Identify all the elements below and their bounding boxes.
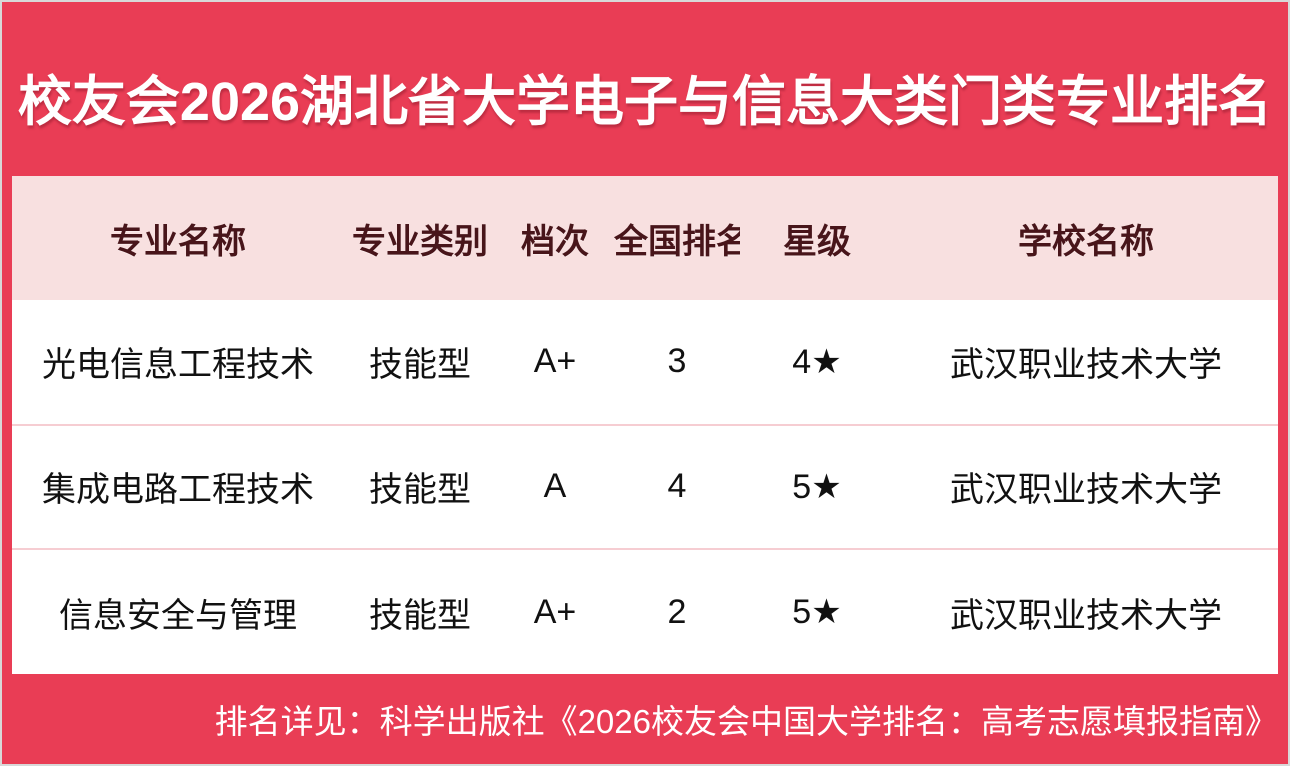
column-header-major-category: 专业类别 — [352, 222, 488, 261]
column-header-school-name: 学校名称 — [1018, 222, 1154, 261]
ranking-table: 专业名称 专业类别 档次 全国排名 星级 学校名称 光电信息工程技术 技能型 A… — [12, 176, 1278, 674]
cell-school-name: 武汉职业技术大学 — [894, 423, 1278, 550]
table-header-row: 专业名称 专业类别 档次 全国排名 星级 学校名称 — [12, 176, 1278, 300]
cell-major-category: 技能型 — [369, 346, 471, 385]
table-row: 光电信息工程技术 技能型 A+ 3 4★ 武汉职业技术大学 — [12, 300, 1278, 425]
cell-grade: A+ — [496, 548, 614, 674]
cell-major-name: 集成电路工程技术 — [12, 423, 344, 550]
cell-national-rank: 4 — [614, 423, 740, 550]
cell-grade: A — [496, 423, 614, 550]
cell-star-level: 5★ — [740, 548, 894, 674]
cell-major-name: 光电信息工程技术 — [42, 346, 314, 385]
page-title: 校友会2026湖北省大学电子与信息大类门类专业排名 — [17, 71, 1273, 132]
cell-school-name: 武汉职业技术大学 — [950, 346, 1222, 385]
table-row: 信息安全与管理 技能型 A+ 2 5★ 武汉职业技术大学 — [12, 548, 1278, 674]
cell-major-category: 技能型 — [344, 423, 496, 550]
title-banner: 校友会2026湖北省大学电子与信息大类门类专业排名 — [2, 2, 1288, 174]
column-header-grade: 档次 — [521, 222, 589, 261]
cell-major-category: 技能型 — [344, 548, 496, 674]
source-note: 排名详见：科学出版社《2026校友会中国大学排名：高考志愿填报指南》 — [214, 703, 1278, 740]
column-header-national-rank: 全国排名 — [614, 222, 740, 261]
cell-national-rank: 3 — [667, 342, 687, 381]
cell-star-level: 4★ — [792, 342, 842, 381]
ranking-table-card: 专业名称 专业类别 档次 全国排名 星级 学校名称 光电信息工程技术 技能型 A… — [12, 176, 1278, 674]
cell-star-level: 5★ — [740, 423, 894, 550]
cell-major-name: 信息安全与管理 — [12, 548, 344, 674]
footer-banner: 排名详见：科学出版社《2026校友会中国大学排名：高考志愿填报指南》 — [2, 674, 1288, 764]
column-header-major-name: 专业名称 — [110, 222, 246, 261]
cell-grade: A+ — [533, 342, 577, 381]
column-header-star-level: 星级 — [783, 222, 851, 261]
table-row: 集成电路工程技术 技能型 A 4 5★ 武汉职业技术大学 — [12, 423, 1278, 550]
cell-school-name: 武汉职业技术大学 — [894, 548, 1278, 674]
cell-national-rank: 2 — [614, 548, 740, 674]
